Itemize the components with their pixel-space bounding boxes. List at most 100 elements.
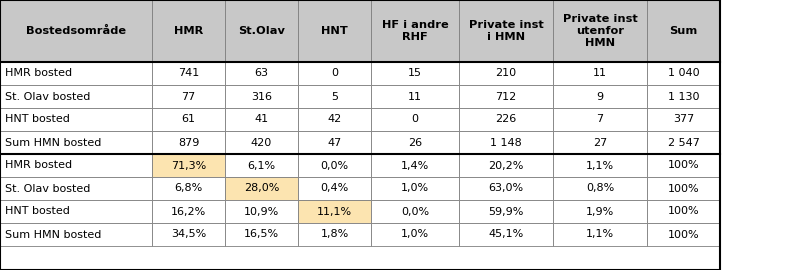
Bar	[152, 131, 225, 154]
Bar	[553, 131, 647, 154]
Text: HMR bosted: HMR bosted	[5, 69, 72, 79]
Bar	[0, 177, 152, 200]
Bar	[371, 200, 459, 223]
Bar	[647, 223, 720, 246]
Bar	[647, 200, 720, 223]
Bar	[553, 154, 647, 177]
Text: 59,9%: 59,9%	[488, 207, 524, 217]
Text: 42: 42	[327, 114, 341, 124]
Bar	[371, 131, 459, 154]
Bar	[225, 223, 298, 246]
Text: 1,9%: 1,9%	[586, 207, 614, 217]
Text: 45,1%: 45,1%	[488, 230, 524, 239]
Bar	[553, 223, 647, 246]
Text: 100%: 100%	[668, 160, 699, 170]
Text: 63,0%: 63,0%	[488, 184, 524, 194]
Bar	[553, 0, 647, 62]
Bar	[647, 108, 720, 131]
Bar	[152, 108, 225, 131]
Bar	[152, 223, 225, 246]
Text: Private inst
utenfor
HMN: Private inst utenfor HMN	[562, 14, 638, 48]
Text: 210: 210	[495, 69, 517, 79]
Bar	[0, 200, 152, 223]
Text: 10,9%: 10,9%	[244, 207, 279, 217]
Bar	[298, 62, 371, 85]
Bar	[459, 154, 553, 177]
Text: 0: 0	[331, 69, 338, 79]
Bar	[298, 85, 371, 108]
Text: 2 547: 2 547	[668, 137, 699, 147]
Text: St. Olav bosted: St. Olav bosted	[5, 92, 90, 102]
Text: 61: 61	[182, 114, 195, 124]
Bar	[225, 154, 298, 177]
Text: HMR: HMR	[174, 26, 203, 36]
Text: 0: 0	[412, 114, 419, 124]
Bar	[553, 177, 647, 200]
Text: 11: 11	[593, 69, 607, 79]
Bar	[371, 177, 459, 200]
Text: 1,0%: 1,0%	[401, 184, 429, 194]
Bar	[298, 200, 371, 223]
Bar	[371, 223, 459, 246]
Bar	[0, 131, 152, 154]
Text: Private inst
i HMN: Private inst i HMN	[468, 20, 544, 42]
Text: 377: 377	[673, 114, 694, 124]
Text: Bostedsområde: Bostedsområde	[26, 26, 126, 36]
Text: 0,8%: 0,8%	[586, 184, 614, 194]
Text: 28,0%: 28,0%	[244, 184, 279, 194]
Bar	[459, 0, 553, 62]
Text: 41: 41	[254, 114, 269, 124]
Text: 1 130: 1 130	[668, 92, 699, 102]
Bar	[298, 0, 371, 62]
Text: Sum HMN bosted: Sum HMN bosted	[5, 137, 101, 147]
Text: 27: 27	[592, 137, 608, 147]
Bar	[553, 85, 647, 108]
Text: Sum: Sum	[669, 26, 698, 36]
Text: HMR bosted: HMR bosted	[5, 160, 72, 170]
Text: 16,5%: 16,5%	[244, 230, 279, 239]
Text: 5: 5	[331, 92, 338, 102]
Bar	[298, 108, 371, 131]
Bar	[152, 0, 225, 62]
Bar	[459, 85, 553, 108]
Bar	[371, 62, 459, 85]
Text: 1,0%: 1,0%	[401, 230, 429, 239]
Bar	[225, 62, 298, 85]
Text: 1,4%: 1,4%	[401, 160, 429, 170]
Bar	[371, 85, 459, 108]
Text: 0,4%: 0,4%	[321, 184, 348, 194]
Text: 100%: 100%	[668, 184, 699, 194]
Bar	[553, 200, 647, 223]
Bar	[152, 200, 225, 223]
Bar	[225, 131, 298, 154]
Text: 100%: 100%	[668, 207, 699, 217]
Bar	[298, 223, 371, 246]
Bar	[0, 0, 152, 62]
Text: 226: 226	[495, 114, 517, 124]
Bar	[647, 131, 720, 154]
Bar	[459, 223, 553, 246]
Bar	[459, 131, 553, 154]
Bar	[0, 108, 152, 131]
Text: 77: 77	[182, 92, 196, 102]
Bar	[225, 0, 298, 62]
Text: 63: 63	[254, 69, 269, 79]
Bar	[459, 177, 553, 200]
Text: HNT bosted: HNT bosted	[5, 114, 70, 124]
Bar	[371, 0, 459, 62]
Text: 47: 47	[327, 137, 341, 147]
Bar	[298, 131, 371, 154]
Text: 879: 879	[178, 137, 199, 147]
Text: 16,2%: 16,2%	[171, 207, 206, 217]
Text: 741: 741	[178, 69, 199, 79]
Bar	[0, 223, 152, 246]
Text: Sum HMN bosted: Sum HMN bosted	[5, 230, 101, 239]
Bar	[371, 154, 459, 177]
Text: HF i andre
RHF: HF i andre RHF	[382, 20, 449, 42]
Bar	[647, 85, 720, 108]
Bar	[298, 154, 371, 177]
Text: 1,1%: 1,1%	[586, 160, 614, 170]
Bar	[647, 154, 720, 177]
Bar	[152, 177, 225, 200]
Text: 1,8%: 1,8%	[321, 230, 348, 239]
